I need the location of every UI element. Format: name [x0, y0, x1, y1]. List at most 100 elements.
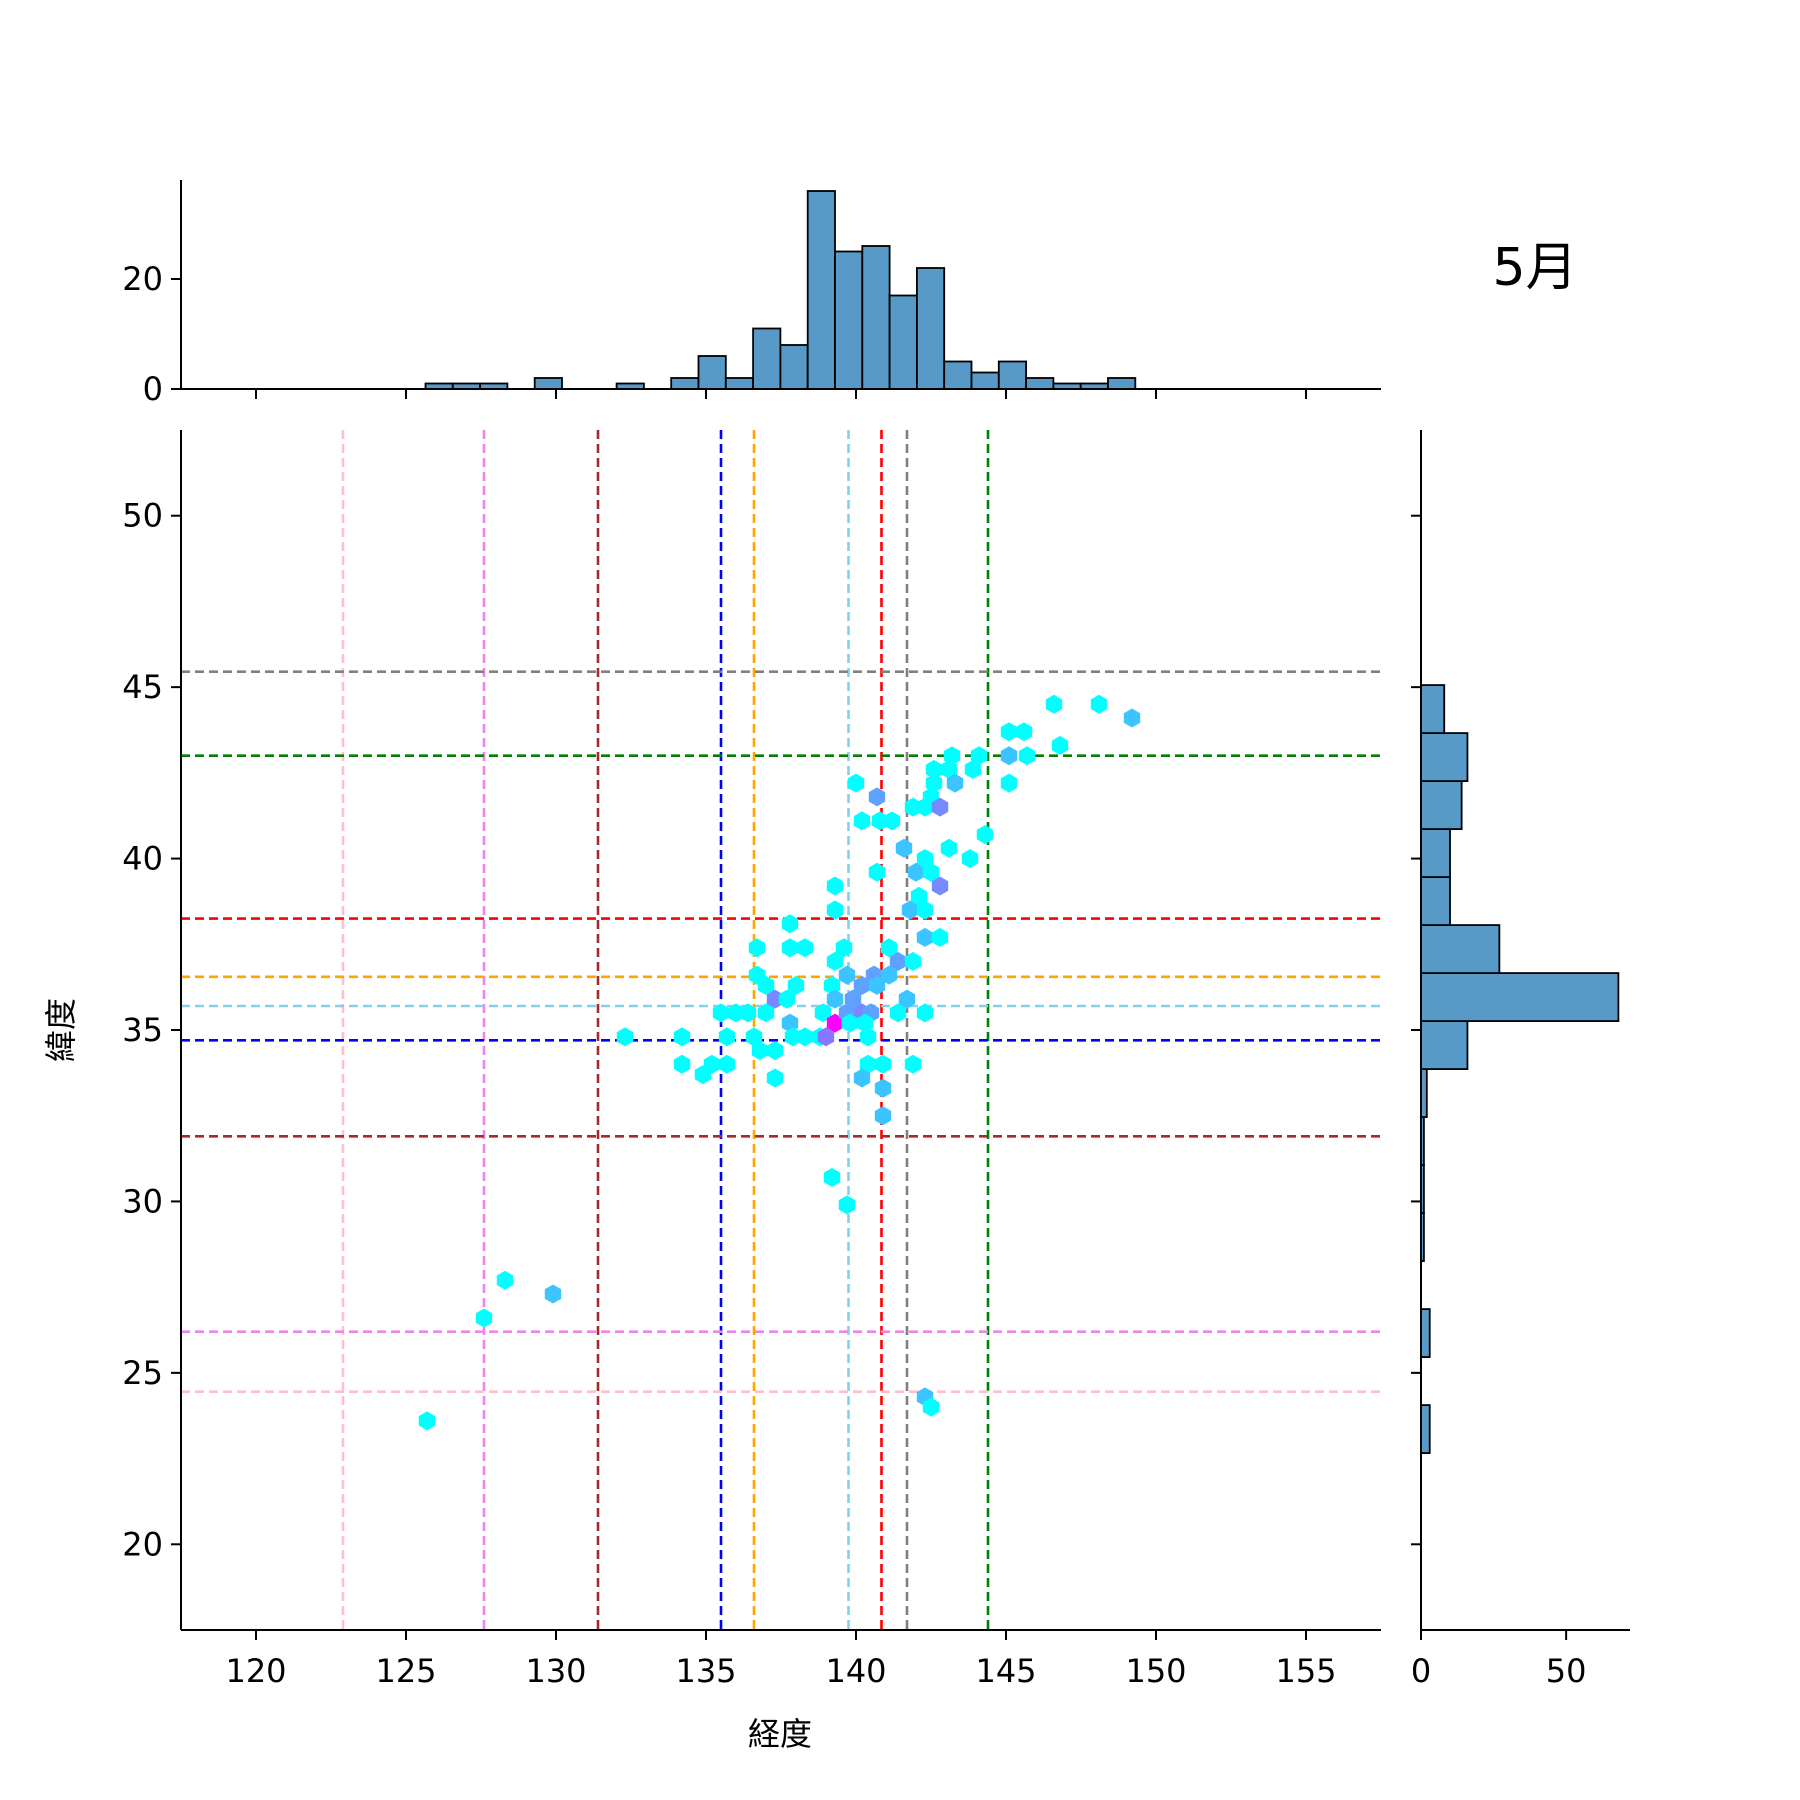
hexbin-cell — [880, 938, 898, 958]
hexbin-cell — [835, 938, 853, 958]
hexbin-cell — [970, 746, 988, 766]
hexbin-cell — [931, 797, 949, 817]
hexbin-cell — [916, 849, 934, 869]
hexbin-cell — [826, 876, 844, 896]
hexbin-cell — [544, 1284, 562, 1304]
hexbin-cell — [907, 862, 925, 882]
hexbin-cell — [826, 989, 844, 1009]
top-hist-bar — [1025, 377, 1055, 390]
hexbin-cell — [838, 965, 856, 985]
y-tick-label: 40 — [122, 840, 163, 878]
hexbin-cell — [916, 1003, 934, 1023]
hexbin-cell — [796, 938, 814, 958]
top-hist-bar — [997, 360, 1027, 390]
top-hist-bar — [888, 294, 918, 390]
top-hist-bar — [670, 377, 700, 390]
hexbin-cell — [880, 965, 898, 985]
hexbin-cell — [883, 811, 901, 831]
reference-lines — [181, 430, 1381, 1630]
top-hist-bar — [861, 245, 891, 390]
top-hist-bar — [1107, 377, 1137, 390]
hexbin-cell — [823, 1167, 841, 1187]
right-hist-bar — [1420, 972, 1620, 1022]
right-hist-bar — [1420, 924, 1501, 974]
hexbin-cell — [694, 1065, 712, 1085]
x-tick-label: 135 — [675, 1652, 736, 1690]
top-hist-bar — [752, 327, 782, 390]
hexbin-cell — [418, 1411, 436, 1431]
hexbin-cell — [895, 838, 913, 858]
right-hist-x-tick-label: 50 — [1546, 1652, 1587, 1690]
hexbin-cell — [853, 975, 871, 995]
hexbin-cell — [910, 886, 928, 906]
top-hist-bar — [806, 190, 836, 390]
hexbin-cell — [1051, 735, 1069, 755]
top-hist-bar — [970, 371, 1000, 390]
hexbin-cell — [778, 989, 796, 1009]
hexbin-cell — [1000, 746, 1018, 766]
hexbin-cell — [931, 927, 949, 947]
x-tick-label: 140 — [825, 1652, 886, 1690]
hexbin-cell — [673, 1027, 691, 1047]
hexbin-cell — [616, 1027, 634, 1047]
hexbin-cell — [1045, 694, 1063, 714]
right-hist-x-tick-label: 0 — [1411, 1652, 1431, 1690]
top-hist-bar — [943, 360, 973, 390]
y-tick-label: 50 — [122, 497, 163, 535]
hexbin-cell — [940, 838, 958, 858]
top-hist-bar — [697, 355, 727, 390]
hexbin-cell — [943, 746, 961, 766]
hexbin-cell — [916, 900, 934, 920]
hexbin-cell — [787, 975, 805, 995]
hexbin-cell — [781, 914, 799, 934]
x-tick-label: 130 — [525, 1652, 586, 1690]
hexbin-cell — [1015, 722, 1033, 742]
hexbin-cell — [745, 1027, 763, 1047]
hexbin-cell — [1090, 694, 1108, 714]
hexbin-cell — [868, 862, 886, 882]
hexbin-cell — [874, 1054, 892, 1074]
x-tick-label: 155 — [1275, 1652, 1336, 1690]
hexbin-cell — [916, 797, 934, 817]
right-hist-bar — [1420, 684, 1446, 734]
x-tick-label: 125 — [375, 1652, 436, 1690]
hexbin-cell — [859, 1027, 877, 1047]
joint-axes: 120 125 130 135 140 145 150 155 20 25 30 35 40 45 50 — [122, 430, 1381, 1690]
hexbin-cell — [751, 1041, 769, 1061]
y-axis-label: 緯度 — [42, 998, 80, 1062]
x-tick-label: 120 — [225, 1652, 286, 1690]
right-hist-bar — [1420, 1308, 1431, 1358]
y-tick-label: 30 — [122, 1182, 163, 1220]
hexbin-cell — [868, 787, 886, 807]
hexbin-cell — [718, 1054, 736, 1074]
hexbin-cell — [904, 951, 922, 971]
y-tick-label: 35 — [122, 1011, 163, 1049]
hexbin-cell — [898, 989, 916, 1009]
hexbin-cell — [757, 975, 775, 995]
hexbin-cell — [931, 876, 949, 896]
top-hist-y-tick-label: 0 — [143, 370, 163, 408]
hexbin-cell — [853, 811, 871, 831]
hexbin-cell — [496, 1270, 514, 1290]
y-tick-label: 25 — [122, 1354, 163, 1392]
joint-hexbin-panel: 120 125 130 135 140 145 150 155 20 25 30 35 40 45 50 — [122, 430, 1381, 1690]
x-tick-label: 145 — [975, 1652, 1036, 1690]
hexbin-cell — [781, 1013, 799, 1033]
hexbin-cell — [748, 938, 766, 958]
hexbin-cell — [841, 1013, 859, 1033]
hexbin-cell — [856, 1013, 874, 1033]
hexbin-cell — [757, 1003, 775, 1023]
x-tick-label: 150 — [1125, 1652, 1186, 1690]
hexbin-cell — [925, 759, 943, 779]
hexbin-cell — [826, 951, 844, 971]
hexbin-cell — [901, 900, 919, 920]
hexbin-cell — [904, 1054, 922, 1074]
hexbin-cell — [961, 849, 979, 869]
hexbin-cell — [826, 900, 844, 920]
hexbin-cell — [916, 927, 934, 947]
hexbin-cell — [922, 1397, 940, 1417]
hexbin-cell — [940, 759, 958, 779]
top-hist-bar — [916, 267, 946, 390]
hexbin-cell — [859, 1054, 877, 1074]
